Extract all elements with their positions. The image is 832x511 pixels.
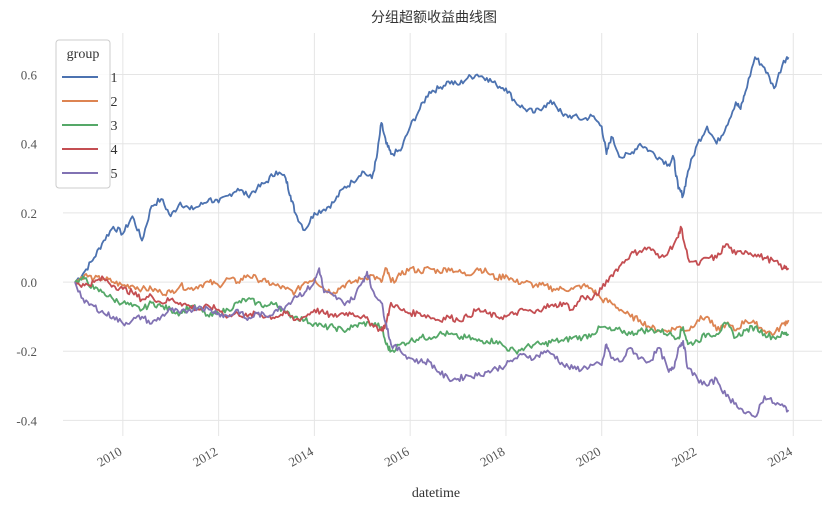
x-tick-label: 2022	[669, 444, 699, 470]
x-tick-label: 2018	[477, 444, 507, 470]
x-axis-ticks: 2010 2012 2014 2016 2018 2020 2022 2024	[94, 443, 795, 469]
series-line-group-1	[74, 56, 790, 283]
legend: group 1 2 3 4 5	[55, 39, 118, 189]
legend-label-group-4: 4	[111, 143, 118, 158]
x-tick-label: 2024	[765, 443, 795, 469]
series-line-group-5	[74, 267, 790, 418]
y-tick-label: -0.2	[16, 344, 37, 359]
y-axis-ticks: 0.6 0.4 0.2 0.0 -0.2 -0.4	[16, 68, 37, 429]
grid-lines	[63, 33, 822, 436]
y-tick-label: 0.2	[21, 206, 37, 221]
y-tick-label: -0.4	[16, 413, 37, 428]
series-line-group-2	[74, 265, 790, 337]
x-tick-label: 2012	[190, 444, 220, 470]
legend-label-group-5: 5	[111, 167, 118, 182]
x-tick-label: 2016	[382, 443, 412, 469]
x-axis-label: datetime	[412, 486, 460, 501]
y-tick-label: 0.4	[21, 137, 38, 152]
legend-title: group	[67, 47, 100, 62]
legend-label-group-2: 2	[111, 95, 118, 110]
legend-label-group-3: 3	[111, 119, 118, 134]
chart-title: 分组超额收益曲线图	[371, 10, 497, 26]
y-tick-label: 0.0	[21, 275, 37, 290]
series-lines	[74, 56, 790, 418]
x-tick-label: 2010	[94, 444, 124, 470]
x-tick-label: 2014	[286, 443, 316, 469]
series-line-group-4	[74, 225, 790, 332]
y-tick-label: 0.6	[21, 68, 38, 83]
x-tick-label: 2020	[573, 444, 603, 470]
legend-label-group-1: 1	[111, 71, 118, 86]
